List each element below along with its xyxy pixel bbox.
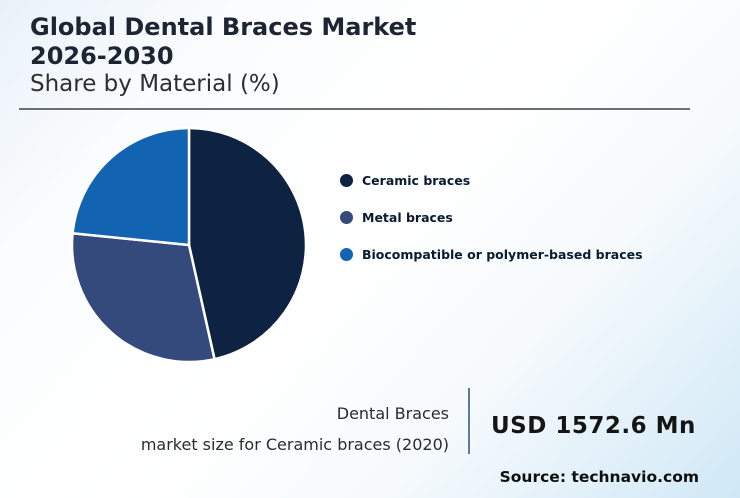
legend-label: Ceramic braces (362, 173, 471, 188)
stat-label-line2: market size for Ceramic braces (2020) (140, 435, 449, 454)
source-attribution: Source: technavio.com (499, 468, 699, 486)
chart-title-line2: 2026-2030 (30, 42, 174, 70)
stat-value: USD 1572.6 Mn (491, 413, 696, 439)
header-divider (19, 108, 690, 110)
legend-label: Metal braces (362, 210, 453, 225)
pie-slice-metal-braces (70, 232, 216, 364)
legend: Ceramic braces Metal braces Biocompatibl… (340, 172, 643, 263)
pie-slice-ceramic-braces (187, 126, 308, 361)
stat-label-line1: Dental Braces (336, 404, 449, 423)
legend-item-metal-braces: Metal braces (340, 209, 643, 226)
legend-item-biocompatible-braces: Biocompatible or polymer-based braces (340, 246, 643, 263)
legend-item-ceramic-braces: Ceramic braces (340, 172, 643, 189)
circle-swatch-icon (340, 174, 353, 187)
pie-chart (70, 126, 308, 364)
chart-title: Global Dental Braces Market 2026-2030 (30, 13, 416, 71)
legend-label: Biocompatible or polymer-based braces (362, 247, 643, 262)
circle-swatch-icon (340, 211, 353, 224)
chart-subtitle: Share by Material (%) (30, 71, 280, 97)
stat-label: Dental Braces market size for Ceramic br… (141, 398, 449, 460)
chart-title-line1: Global Dental Braces Market (30, 13, 417, 41)
circle-swatch-icon (340, 248, 353, 261)
pie-slice-biocompatible-or-polymer-based-braces (71, 126, 191, 247)
stat-divider (468, 388, 470, 454)
